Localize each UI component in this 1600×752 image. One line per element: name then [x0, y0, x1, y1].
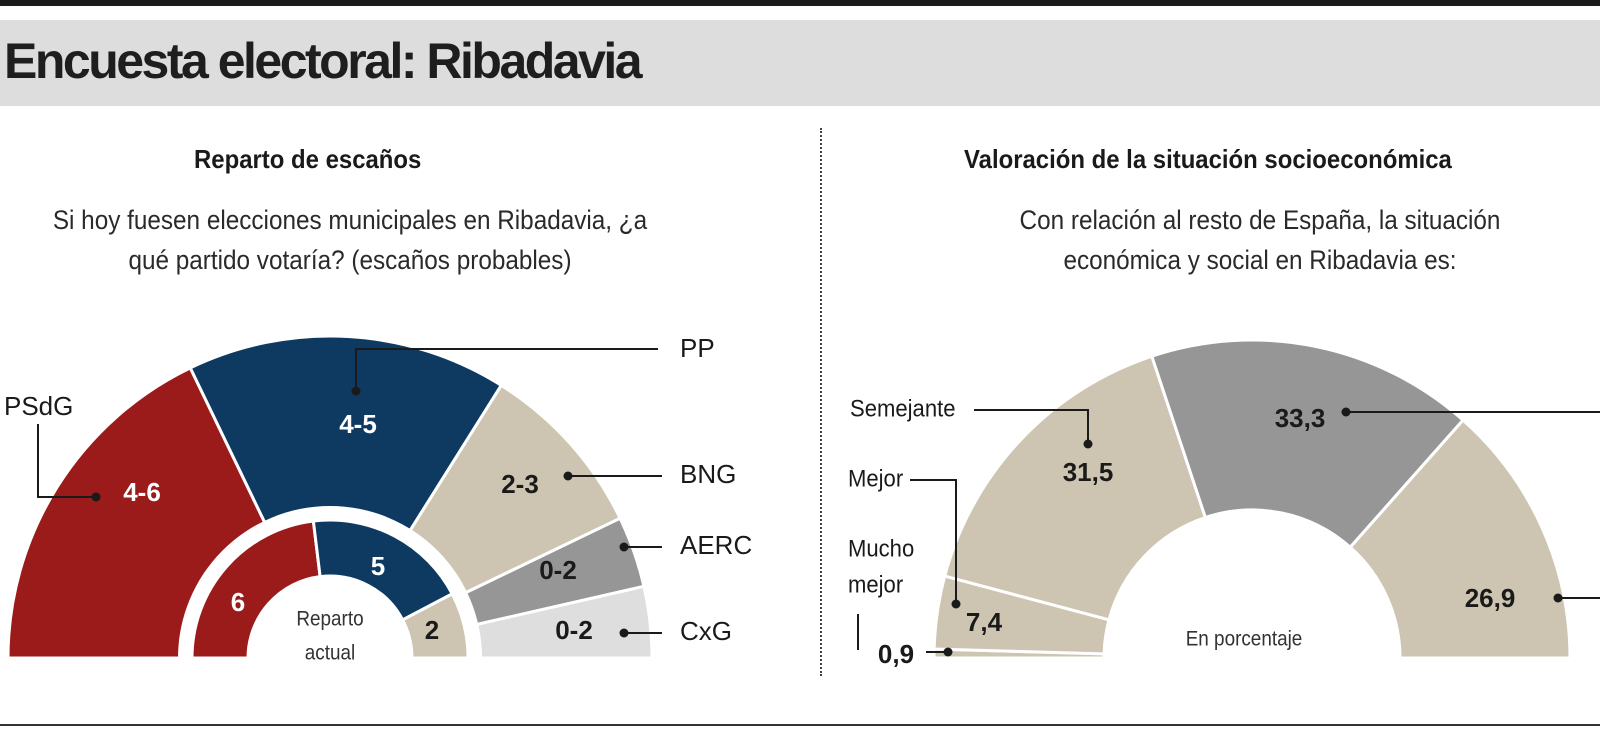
mucho-mejor-leader-dot	[943, 647, 953, 657]
socio-segment-3	[942, 354, 1208, 622]
socio-value-semejante: 31,5	[1063, 457, 1114, 487]
seats-inner-value-bng: 2	[425, 615, 439, 645]
socio-5-leader-dot	[1553, 593, 1563, 603]
semejante-leader-line	[974, 409, 1089, 442]
seats-center-label-line1: Reparto	[296, 608, 363, 631]
socio-segment-5	[1348, 418, 1572, 660]
right-section-heading: Valoración de la situación socioeconómic…	[964, 144, 1452, 174]
mucho-mejor-label-line1: Mucho	[848, 534, 914, 561]
mejor-label: Mejor	[848, 464, 903, 491]
seats-outer-value-cxg: 0-2	[555, 615, 593, 645]
right-question: Con relación al resto de España, la situ…	[945, 200, 1575, 280]
pp-leader-line	[355, 348, 658, 391]
cxg-party-label: CxG	[680, 616, 732, 646]
seats-outer-value-psdg: 4-6	[123, 477, 161, 507]
seats-outer-value-bng: 2-3	[501, 469, 539, 499]
socioeconomic-chart: 31,5 33,3 26,9 7,4 0,9 En porcentaje Semejante…	[848, 338, 1600, 669]
left-question-line1: Si hoy fuesen elecciones municipales en …	[52, 205, 648, 235]
psdg-party-label: PSdG	[4, 391, 73, 421]
bottom-rule	[0, 724, 1600, 726]
socio-value-4: 33,3	[1275, 403, 1326, 433]
mejor-leader-dot	[951, 599, 961, 609]
mucho-mejor-label-line2: mejor	[848, 570, 903, 597]
socio-4-leader-dot	[1341, 407, 1351, 417]
left-section-heading: Reparto de escaños	[194, 144, 422, 174]
seats-center-label-line2: actual	[305, 642, 355, 665]
left-question-line2: qué partido votaría? (escaños probables)	[128, 245, 572, 275]
right-question-line2: económica y social en Ribadavia es:	[1063, 245, 1457, 275]
seats-inner-value-psdg: 6	[231, 587, 245, 617]
seats-outer-value-aerc: 0-2	[539, 555, 577, 585]
socio-value-mejor: 7,4	[966, 607, 1003, 637]
bng-party-label: BNG	[680, 459, 736, 489]
seats-chart: 4-6 4-5 2-3 0-2 0-2 6 5 2 Reparto actual PSdG PP BNG…	[4, 333, 752, 665]
pp-party-label: PP	[680, 333, 715, 363]
top-rule	[0, 0, 1600, 6]
mejor-leader-line	[910, 479, 957, 604]
seats-inner-segment-bng	[400, 591, 470, 660]
seats-outer-value-pp: 4-5	[339, 409, 377, 439]
socio-value-mucho-mejor: 0,9	[878, 639, 914, 669]
socio-value-5: 26,9	[1465, 583, 1516, 613]
left-question: Si hoy fuesen elecciones municipales en …	[35, 200, 665, 280]
semejante-label: Semejante	[850, 394, 956, 421]
seats-inner-value-pp: 5	[371, 551, 385, 581]
title-bar: Encuesta electoral: Ribadavia	[0, 20, 1600, 106]
section-divider	[820, 128, 822, 676]
right-question-line1: Con relación al resto de España, la situ…	[1019, 205, 1501, 235]
semejante-leader-dot	[1083, 439, 1093, 449]
page-title: Encuesta electoral: Ribadavia	[4, 33, 643, 89]
aerc-party-label: AERC	[680, 530, 752, 560]
seats-inner-segment-psdg	[190, 519, 322, 660]
socio-segment-4	[1149, 338, 1466, 550]
psdg-leader-line	[37, 424, 96, 498]
socio-center-label: En porcentaje	[1186, 628, 1303, 651]
